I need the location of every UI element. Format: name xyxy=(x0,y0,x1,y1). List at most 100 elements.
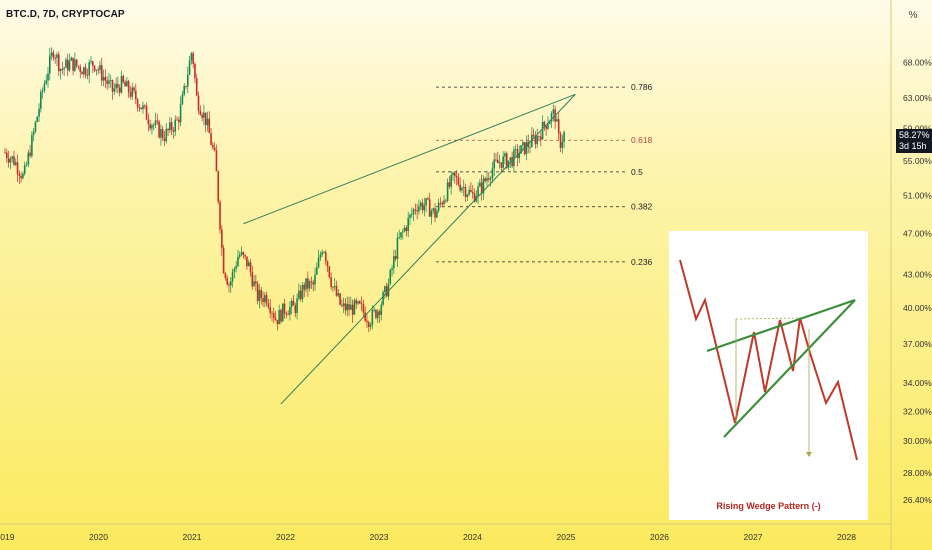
candle-body xyxy=(432,208,435,212)
candle-body xyxy=(375,309,377,319)
candle-body xyxy=(360,303,363,305)
candle-body xyxy=(32,131,35,136)
candle-body xyxy=(161,129,164,139)
candle-body xyxy=(23,165,26,174)
candle-body xyxy=(317,257,320,268)
candle-body xyxy=(439,202,442,204)
candle-body xyxy=(484,178,487,182)
candle-body xyxy=(13,156,15,165)
symbol-header: BTC.D, 7D, CRYPTOCAP xyxy=(6,9,125,20)
candle-body xyxy=(50,52,53,56)
candle-body xyxy=(312,282,315,285)
candle-body xyxy=(66,59,69,71)
candle-body xyxy=(500,162,503,168)
candle-body xyxy=(203,112,205,118)
candle-body xyxy=(491,168,494,179)
candle-body xyxy=(118,87,121,93)
candle-body xyxy=(260,290,263,299)
candle-body xyxy=(47,73,49,81)
candle-body xyxy=(149,124,151,129)
candle-body xyxy=(543,121,546,126)
candle-body xyxy=(143,105,146,107)
candle-body xyxy=(376,311,379,319)
candle-body xyxy=(373,309,375,311)
candle-body xyxy=(36,116,39,122)
candle-body xyxy=(269,307,272,314)
candle-body xyxy=(561,141,564,148)
candle-body xyxy=(29,152,31,156)
candle-body xyxy=(443,200,445,205)
candle-body xyxy=(271,313,273,314)
candle-body xyxy=(434,208,436,218)
candle-body xyxy=(84,67,87,76)
last-price-countdown: 3d 15h xyxy=(899,141,927,151)
candle-body xyxy=(502,156,504,168)
candle-body xyxy=(324,252,327,262)
candle-body xyxy=(332,286,334,288)
candle-body xyxy=(41,90,44,92)
candle-body xyxy=(557,119,560,134)
candle-body xyxy=(468,189,470,195)
candle-body xyxy=(430,211,433,217)
candle-body xyxy=(244,254,246,257)
candle-body xyxy=(158,121,160,138)
candle-body xyxy=(418,206,420,212)
candle-body xyxy=(464,187,467,198)
x-tick-label: 2021 xyxy=(183,532,202,542)
candle-body xyxy=(179,104,182,123)
candle-body xyxy=(188,60,191,75)
x-tick-label: 2022 xyxy=(276,532,295,542)
candle-body xyxy=(520,145,522,154)
candle-body xyxy=(328,266,331,278)
inset-projection-arrow xyxy=(806,452,812,457)
candle-body xyxy=(169,122,171,131)
candle-body xyxy=(4,152,6,154)
candle-body xyxy=(315,267,318,275)
candle-body xyxy=(181,94,184,105)
candle-body xyxy=(378,311,381,315)
candle-body xyxy=(267,303,270,308)
candle-body xyxy=(518,153,521,159)
y-tick-label: 47.00% xyxy=(903,228,932,238)
candle-body xyxy=(272,313,275,319)
candle-body xyxy=(348,304,350,310)
candle-body xyxy=(108,80,110,84)
x-tick-label: 2020 xyxy=(89,532,108,542)
candle-body xyxy=(172,130,175,132)
candle-body xyxy=(470,189,472,192)
candle-body xyxy=(453,172,456,177)
candle-body xyxy=(226,278,228,285)
candle-body xyxy=(34,121,37,132)
candle-body xyxy=(486,178,488,182)
candle-body xyxy=(38,108,40,117)
candle-body xyxy=(357,301,359,304)
candle-body xyxy=(16,162,19,174)
y-tick-label: 37.00% xyxy=(903,339,932,349)
candle-body xyxy=(163,138,166,142)
candle-body xyxy=(462,187,465,189)
candle-body xyxy=(127,81,130,93)
candle-body xyxy=(384,286,386,293)
candle-body xyxy=(156,120,159,122)
candle-body xyxy=(126,81,128,87)
candle-body xyxy=(133,87,135,91)
candle-body xyxy=(265,295,268,304)
candle-body xyxy=(427,198,429,200)
candle-body xyxy=(231,271,234,282)
candle-body xyxy=(479,182,481,187)
candle-body xyxy=(513,149,515,167)
candle-body xyxy=(278,310,280,325)
candle-body xyxy=(339,293,341,305)
percent-icon[interactable]: % xyxy=(908,10,918,21)
candle-body xyxy=(56,54,58,59)
candle-body xyxy=(425,198,427,206)
candle-body xyxy=(525,141,528,155)
y-tick-label: 59.00% xyxy=(903,123,932,133)
candle-body xyxy=(151,125,153,129)
candle-body xyxy=(299,290,302,300)
candle-body xyxy=(423,205,426,211)
candle-body xyxy=(52,52,55,58)
candle-body xyxy=(409,214,411,219)
